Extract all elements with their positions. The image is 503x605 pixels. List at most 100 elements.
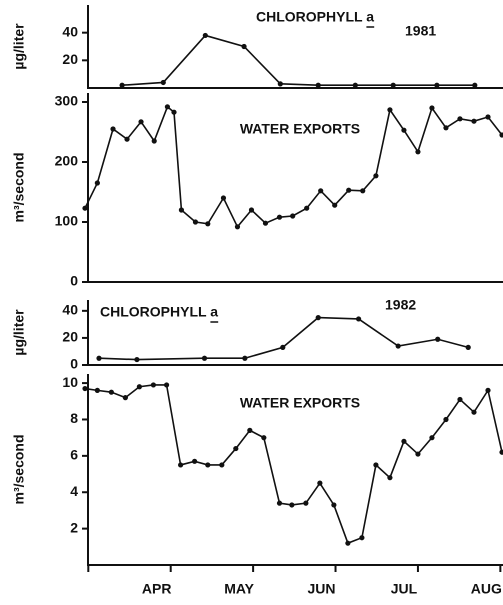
data-point <box>499 449 503 455</box>
data-point <box>387 475 393 481</box>
data-line <box>98 316 469 361</box>
data-point <box>160 79 166 86</box>
data-point <box>359 535 365 541</box>
data-point <box>346 187 352 193</box>
data-point <box>499 132 503 138</box>
data-point <box>136 384 142 390</box>
y-axis-label: m³/second <box>11 434 27 504</box>
data-point <box>429 435 435 441</box>
data-point <box>94 387 100 393</box>
panel-title: WATER EXPORTS <box>240 395 360 411</box>
data-point <box>415 149 421 155</box>
data-point <box>202 32 208 39</box>
data-point <box>373 173 379 179</box>
data-point <box>242 355 248 361</box>
y-tick-label: 100 <box>55 213 79 229</box>
data-point <box>201 355 208 361</box>
data-point <box>472 82 478 88</box>
data-line <box>122 34 475 87</box>
y-tick-label: 40 <box>62 23 78 39</box>
y-axis-label: µg/liter <box>11 23 27 70</box>
data-point <box>332 202 338 208</box>
data-point <box>485 114 491 120</box>
data-point <box>415 451 421 457</box>
data-point <box>247 427 253 433</box>
data-point <box>205 221 211 227</box>
data-point <box>163 382 170 388</box>
data-point <box>435 336 441 342</box>
data-point <box>234 224 241 230</box>
data-point <box>276 214 283 220</box>
y-tick-label: 2 <box>70 519 78 535</box>
data-point <box>485 387 491 393</box>
data-point <box>82 205 88 211</box>
data-point <box>303 500 309 506</box>
y-tick-label: 20 <box>62 329 78 345</box>
data-point <box>248 207 255 213</box>
data-point <box>177 462 184 468</box>
data-point <box>219 462 225 468</box>
data-point <box>290 213 296 219</box>
data-line <box>84 105 503 229</box>
data-point <box>443 125 449 131</box>
x-tick-label: AUG <box>471 581 502 597</box>
data-point <box>280 344 286 350</box>
data-point <box>119 82 125 88</box>
y-tick-label: 8 <box>70 410 78 426</box>
data-point <box>150 382 157 388</box>
data-point <box>122 395 128 401</box>
data-point <box>138 119 144 125</box>
data-point <box>429 105 435 111</box>
data-point <box>277 81 283 87</box>
data-point <box>110 126 116 132</box>
data-point <box>465 344 471 350</box>
y-axis-label: m³/second <box>11 152 27 222</box>
data-point <box>401 438 407 444</box>
y-tick-label: 200 <box>55 153 79 169</box>
data-point <box>233 445 239 452</box>
data-point <box>443 416 449 423</box>
data-point <box>192 458 198 464</box>
panel-title: CHLOROPHYLL a <box>100 304 218 320</box>
data-point <box>356 316 362 322</box>
data-point <box>205 462 211 468</box>
x-tick-label: APR <box>142 581 172 597</box>
data-point <box>457 116 463 122</box>
data-point <box>390 82 396 88</box>
data-point <box>241 43 247 50</box>
data-point <box>289 502 295 508</box>
x-tick-label: MAY <box>224 581 254 597</box>
data-point <box>457 396 463 403</box>
data-point <box>315 315 321 321</box>
data-point <box>387 107 393 113</box>
y-tick-label: 0 <box>70 356 78 372</box>
data-point <box>315 82 321 88</box>
y-tick-label: 6 <box>70 447 78 463</box>
x-tick-label: JUL <box>391 581 418 597</box>
data-point <box>108 389 114 395</box>
data-point <box>373 462 379 468</box>
data-point <box>331 502 337 508</box>
data-point <box>471 409 477 415</box>
data-point <box>164 104 171 110</box>
data-point <box>304 205 310 211</box>
data-point <box>192 219 199 225</box>
data-point <box>124 136 130 142</box>
year-label: 1982 <box>385 297 416 313</box>
data-point <box>134 356 140 363</box>
panel-title: CHLOROPHYLL a <box>256 9 374 25</box>
data-point <box>434 82 440 88</box>
y-tick-label: 4 <box>70 483 78 499</box>
data-point <box>151 138 157 144</box>
data-point <box>318 188 324 194</box>
data-point <box>262 220 269 226</box>
y-tick-label: 10 <box>62 374 78 390</box>
data-point <box>352 82 358 88</box>
data-point <box>220 195 227 201</box>
y-tick-label: 40 <box>62 302 78 318</box>
y-tick-label: 300 <box>55 93 79 109</box>
data-point <box>276 500 283 506</box>
data-point <box>471 118 477 124</box>
data-point <box>178 207 185 213</box>
